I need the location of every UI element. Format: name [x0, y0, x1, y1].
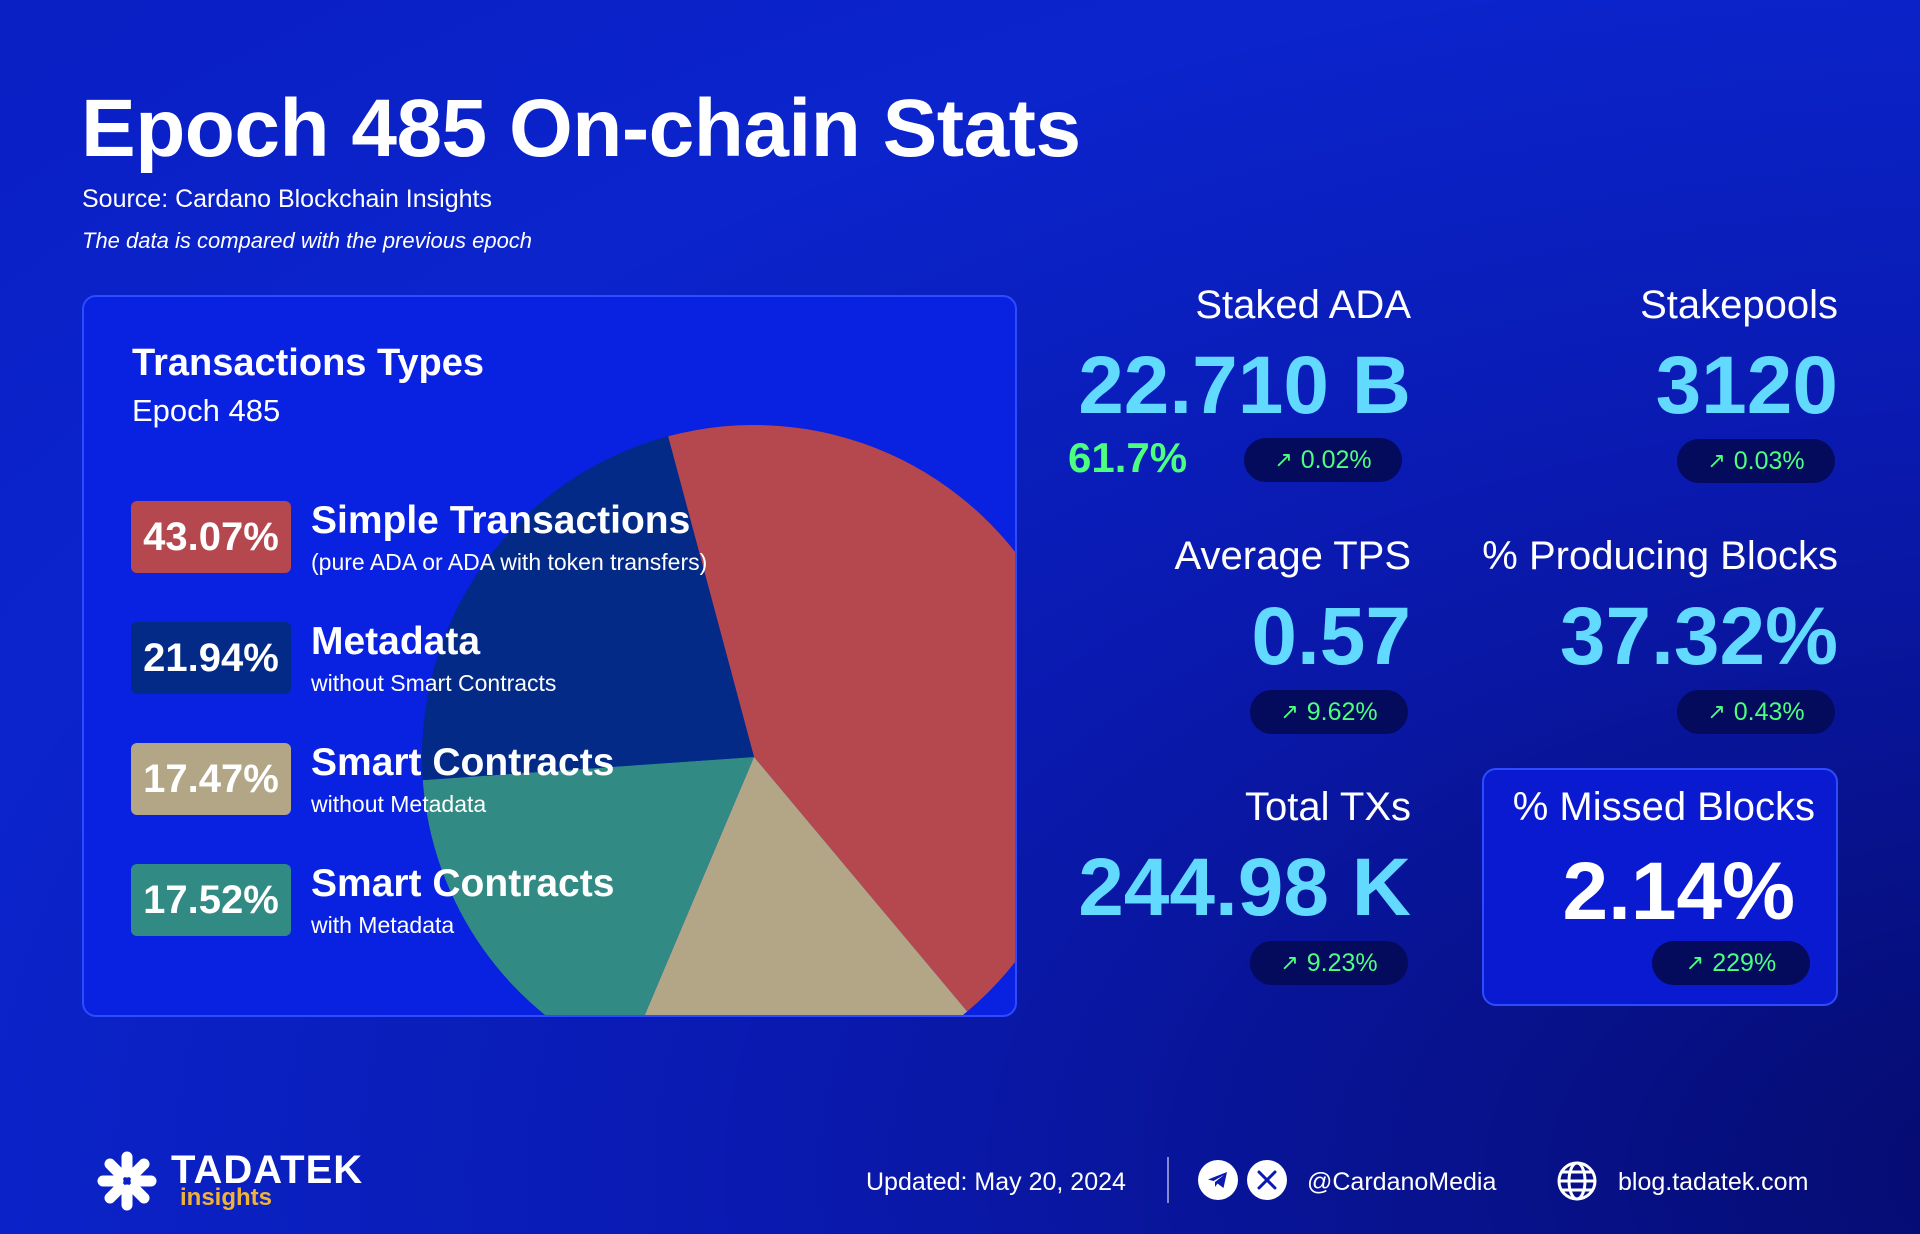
legend-description: with Metadata	[311, 912, 455, 938]
stat-missed-blocks: % Missed Blocks	[1395, 787, 1815, 827]
stat-value: 0.57	[1251, 591, 1411, 682]
change-value: 9.62%	[1306, 697, 1378, 726]
change-pill: ↗ 9.23%	[1250, 941, 1408, 985]
pie-chart	[421, 425, 1015, 1015]
legend-badge: 21.94%	[131, 622, 291, 694]
social-handle[interactable]: @CardanoMedia	[1307, 1168, 1497, 1196]
footer-divider	[1167, 1157, 1169, 1203]
legend-badge: 17.47%	[131, 743, 291, 815]
legend-name: Simple Transactions	[311, 499, 691, 542]
stat-total-txs: Total TXs 244.98 K	[991, 787, 1411, 929]
change-pill: ↗ 0.03%	[1677, 439, 1835, 483]
legend-name: Smart Contracts	[311, 741, 615, 784]
legend-description: without Smart Contracts	[311, 670, 557, 696]
legend-description: without Metadata	[311, 791, 487, 817]
legend-description: (pure ADA or ADA with token transfers)	[311, 549, 708, 575]
pie-slice-smart-contracts-3	[422, 757, 754, 1015]
stat-value: 244.98 K	[1078, 842, 1411, 933]
page-title: Epoch 485 On-chain Stats	[81, 83, 1081, 174]
stat-label: Total TXs	[1245, 785, 1411, 829]
stat-average-tps: Average TPS 0.57	[991, 536, 1411, 678]
pie-slice-metadata-1	[421, 436, 754, 781]
arrow-up-right-icon: ↗	[1274, 447, 1293, 472]
chart-title: Transactions Types	[132, 342, 484, 384]
stat-label: Stakepools	[1640, 283, 1838, 327]
change-pill: ↗ 9.62%	[1250, 690, 1408, 734]
legend-badge: 17.52%	[131, 864, 291, 936]
staked-share-percent: 61.7%	[1068, 434, 1188, 481]
change-value: 0.03%	[1733, 446, 1805, 475]
chart-subtitle: Epoch 485	[132, 393, 281, 428]
pie-slice-smart-contracts-2	[644, 757, 968, 1015]
transaction-types-card: Transactions Types Epoch 485 43.07% Simp…	[82, 295, 1017, 1017]
globe-icon	[1557, 1161, 1597, 1201]
website-link[interactable]: blog.tadatek.com	[1618, 1168, 1809, 1196]
arrow-up-right-icon: ↗	[1707, 448, 1726, 473]
source-text: Source: Cardano Blockchain Insights	[82, 185, 492, 213]
brand-name: TADATEK	[171, 1148, 364, 1192]
change-pill: ↗ 229%	[1652, 941, 1810, 985]
brand-subtitle: insights	[180, 1184, 273, 1211]
change-value: 229%	[1712, 948, 1777, 977]
change-value: 0.02%	[1300, 445, 1372, 474]
arrow-up-right-icon: ↗	[1685, 950, 1705, 975]
stat-label: Average TPS	[1174, 534, 1411, 578]
change-value: 0.43%	[1733, 697, 1805, 726]
stat-label: % Producing Blocks	[1482, 534, 1838, 578]
pie-slice-simple-transactions-0	[668, 425, 1015, 1012]
arrow-up-right-icon: ↗	[1707, 699, 1726, 724]
stat-label: Staked ADA	[1195, 283, 1411, 327]
tadatek-logo-icon	[97, 1151, 157, 1211]
stat-value: 2.14%	[1562, 846, 1795, 937]
stat-producing-blocks: % Producing Blocks 37.32%	[1418, 536, 1838, 678]
arrow-up-right-icon: ↗	[1280, 699, 1299, 724]
change-value: 9.23%	[1306, 948, 1378, 977]
updated-date: Updated: May 20, 2024	[866, 1168, 1126, 1196]
stat-value: 3120	[1655, 340, 1838, 431]
legend-name: Smart Contracts	[311, 862, 615, 905]
stat-value: 37.32%	[1559, 591, 1838, 682]
arrow-up-right-icon: ↗	[1280, 950, 1299, 975]
change-pill: ↗ 0.02%	[1244, 438, 1402, 482]
legend-badge: 43.07%	[131, 501, 291, 573]
telegram-icon[interactable]	[1198, 1160, 1238, 1200]
change-pill: ↗ 0.43%	[1677, 690, 1835, 734]
stat-value: 22.710 B	[1078, 340, 1411, 431]
comparison-note: The data is compared with the previous e…	[82, 228, 533, 253]
stat-label: % Missed Blocks	[1512, 785, 1815, 829]
stat-staked-ada: Staked ADA 22.710 B	[991, 285, 1411, 427]
x-twitter-icon[interactable]	[1247, 1160, 1287, 1200]
stat-stakepools: Stakepools 3120	[1418, 285, 1838, 427]
legend-name: Metadata	[311, 620, 481, 663]
